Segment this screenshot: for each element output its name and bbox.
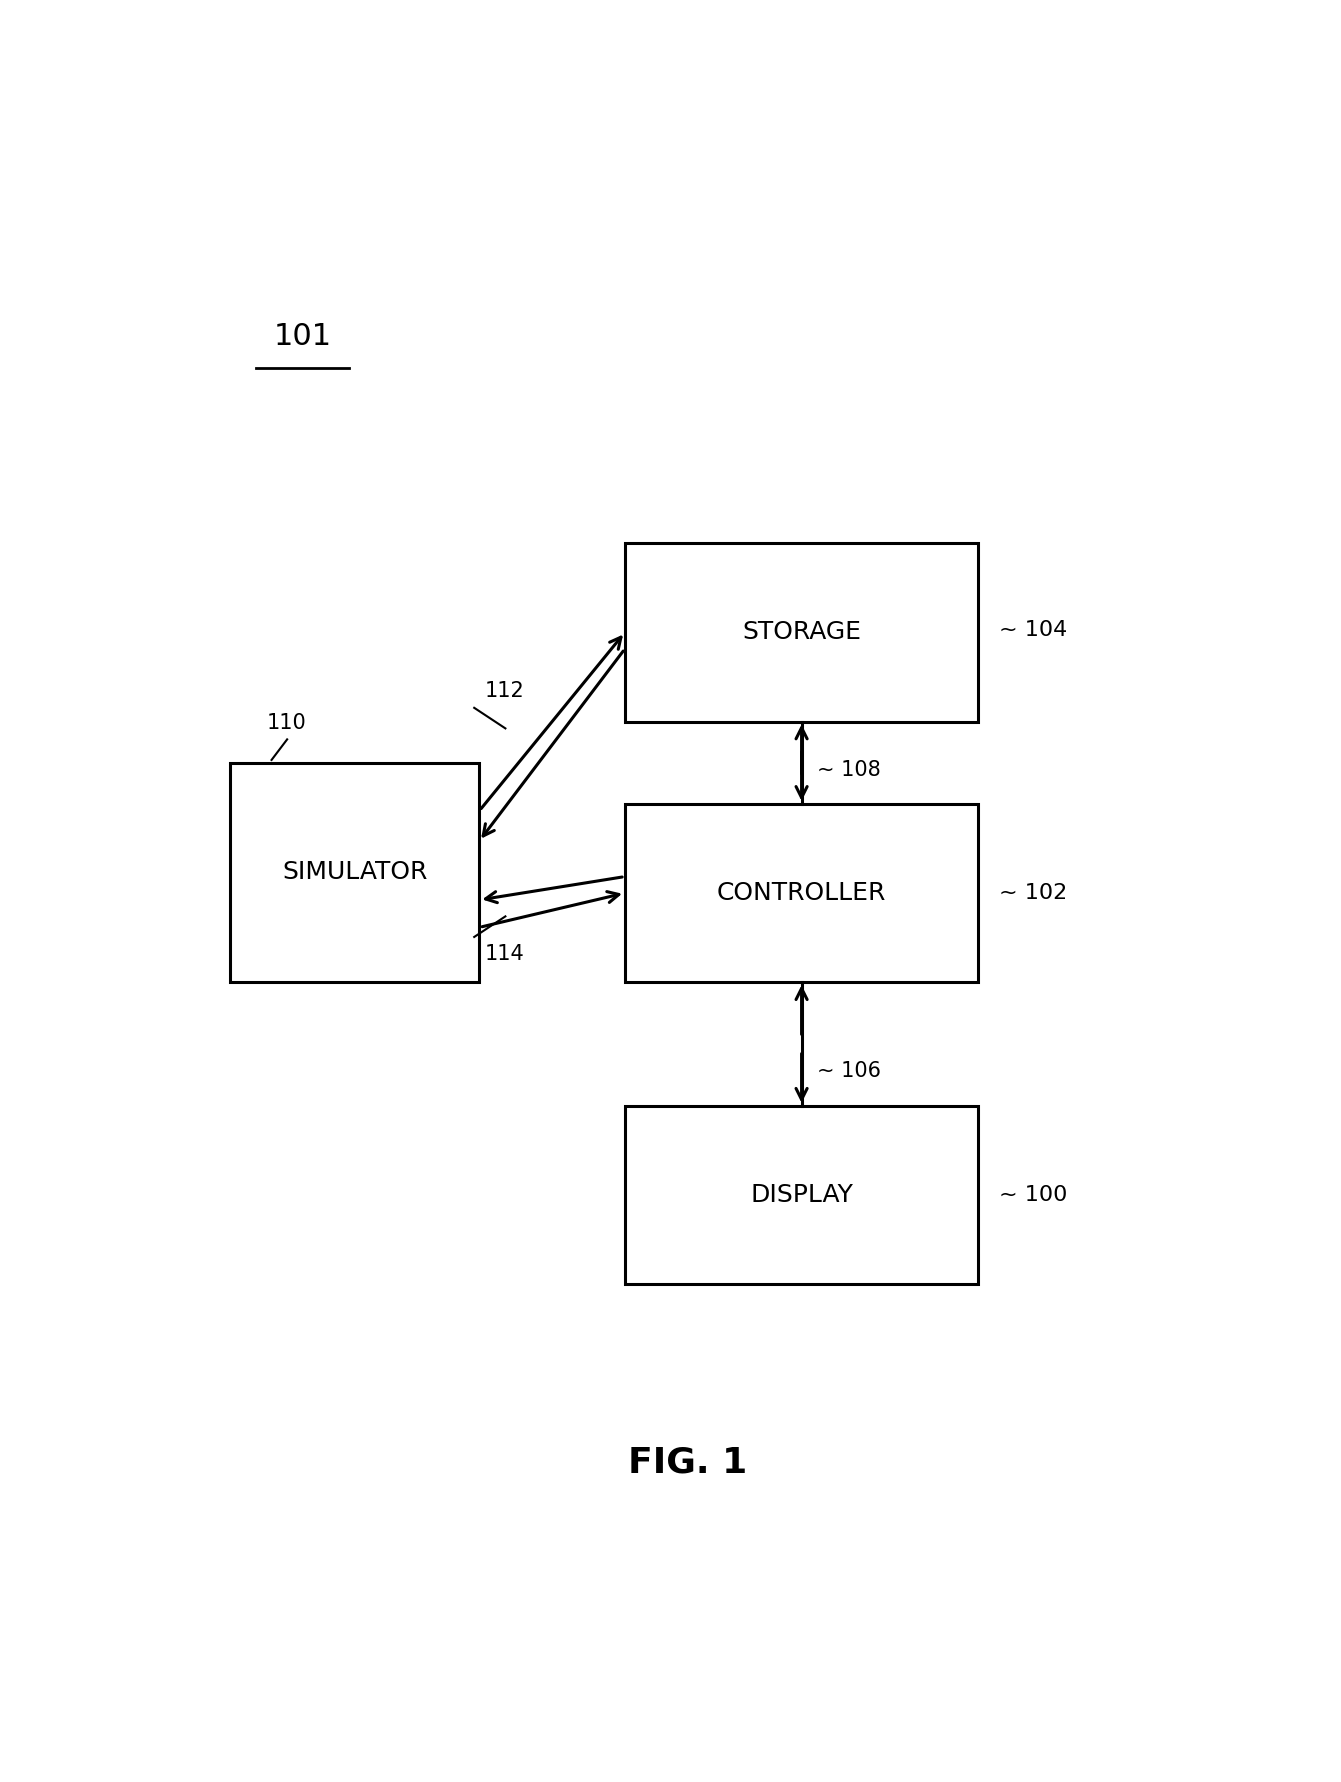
- Text: ~ 104: ~ 104: [999, 620, 1067, 640]
- Text: ~ 106: ~ 106: [817, 1062, 881, 1082]
- Bar: [625, 804, 979, 982]
- Text: STORAGE: STORAGE: [742, 620, 861, 645]
- Text: CONTROLLER: CONTROLLER: [717, 880, 886, 905]
- Text: 101: 101: [274, 323, 331, 351]
- Text: ~ 100: ~ 100: [999, 1185, 1067, 1205]
- Bar: [625, 544, 979, 722]
- Text: SIMULATOR: SIMULATOR: [282, 861, 428, 884]
- Bar: [231, 763, 480, 982]
- Text: 110: 110: [267, 713, 306, 732]
- Bar: [625, 1105, 979, 1285]
- Text: 112: 112: [484, 681, 524, 700]
- Text: ~ 108: ~ 108: [817, 759, 881, 779]
- Text: ~ 102: ~ 102: [999, 884, 1067, 903]
- Text: FIG. 1: FIG. 1: [628, 1445, 747, 1479]
- Text: DISPLAY: DISPLAY: [750, 1183, 853, 1206]
- Text: 114: 114: [484, 944, 524, 964]
